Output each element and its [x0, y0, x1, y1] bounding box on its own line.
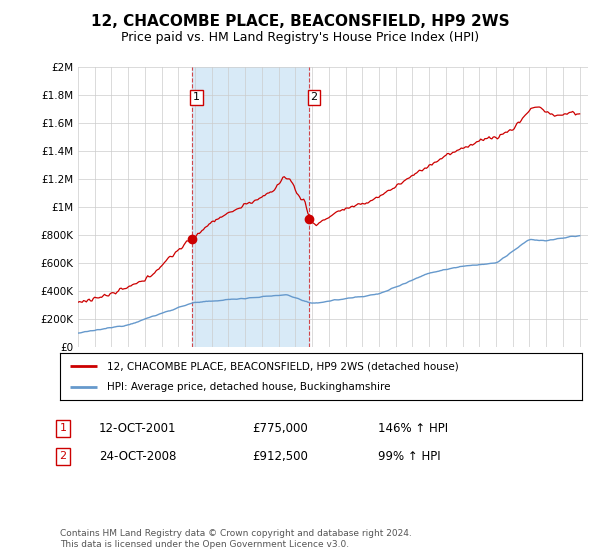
Text: Price paid vs. HM Land Registry's House Price Index (HPI): Price paid vs. HM Land Registry's House … [121, 31, 479, 44]
Text: 12-OCT-2001: 12-OCT-2001 [99, 422, 176, 435]
Text: 2: 2 [311, 92, 318, 102]
Text: £775,000: £775,000 [252, 422, 308, 435]
Bar [191, 67, 309, 347]
Text: 99% ↑ HPI: 99% ↑ HPI [378, 450, 440, 463]
Text: 12, CHACOMBE PLACE, BEACONSFIELD, HP9 2WS: 12, CHACOMBE PLACE, BEACONSFIELD, HP9 2W… [91, 14, 509, 29]
Text: Contains HM Land Registry data © Crown copyright and database right 2024.
This d: Contains HM Land Registry data © Crown c… [60, 529, 412, 549]
Text: HPI: Average price, detached house, Buckinghamshire: HPI: Average price, detached house, Buck… [107, 382, 391, 392]
Text: 1: 1 [193, 92, 200, 102]
Text: 2: 2 [59, 451, 67, 461]
Text: 12, CHACOMBE PLACE, BEACONSFIELD, HP9 2WS (detached house): 12, CHACOMBE PLACE, BEACONSFIELD, HP9 2W… [107, 361, 459, 371]
Text: 1: 1 [59, 423, 67, 433]
Text: 146% ↑ HPI: 146% ↑ HPI [378, 422, 448, 435]
Text: 24-OCT-2008: 24-OCT-2008 [99, 450, 176, 463]
Text: £912,500: £912,500 [252, 450, 308, 463]
